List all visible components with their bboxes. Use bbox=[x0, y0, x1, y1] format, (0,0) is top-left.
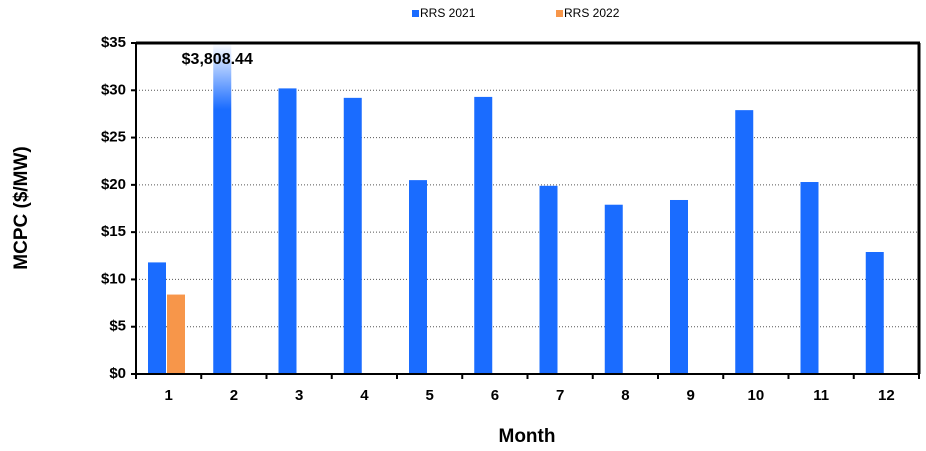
bar bbox=[148, 262, 166, 374]
x-tick-label: 8 bbox=[621, 387, 629, 404]
x-tick-label: 11 bbox=[813, 387, 829, 404]
y-tick-label: $30 bbox=[101, 81, 126, 98]
x-tick-label: 10 bbox=[748, 387, 765, 404]
bar bbox=[278, 88, 297, 374]
foreground: $0$5$10$15$20$25$30$351 2$3,808.443 4 5 6 7 8 9… bbox=[101, 6, 921, 404]
legend-swatch bbox=[556, 10, 563, 17]
y-tick-label: $35 bbox=[101, 34, 126, 51]
value-label: $3,808.44 bbox=[182, 51, 253, 68]
bar bbox=[213, 43, 232, 374]
bar bbox=[539, 185, 558, 374]
bar bbox=[474, 96, 493, 374]
legend-swatch bbox=[412, 10, 419, 17]
legend-label: RRS 2021 bbox=[420, 6, 476, 20]
y-tick-label: $20 bbox=[101, 176, 126, 193]
bar bbox=[800, 182, 819, 374]
bar bbox=[604, 204, 623, 374]
y-tick-label: $15 bbox=[101, 223, 126, 240]
x-tick-label: 1 bbox=[164, 387, 172, 404]
legend-label: RRS 2022 bbox=[564, 6, 620, 20]
bar bbox=[167, 294, 185, 374]
y-tick-label: $10 bbox=[101, 270, 126, 287]
x-tick-label: 2 bbox=[230, 387, 238, 404]
bar bbox=[735, 110, 754, 374]
x-tick-label: 7 bbox=[556, 387, 564, 404]
x-tick-label: 3 bbox=[295, 387, 303, 404]
x-tick-label: 5 bbox=[425, 387, 433, 404]
bar bbox=[343, 97, 362, 374]
bars bbox=[148, 43, 884, 374]
y-tick-label: $25 bbox=[101, 129, 126, 146]
x-axis-title: Month bbox=[499, 426, 556, 447]
bar bbox=[865, 252, 884, 374]
x-tick-label: 12 bbox=[878, 387, 895, 404]
x-tick-label: 6 bbox=[491, 387, 499, 404]
y-axis-title: MCPC ($/MW) bbox=[11, 146, 32, 269]
bar bbox=[409, 180, 427, 374]
x-tick-label: 9 bbox=[686, 387, 694, 404]
y-tick-label: $0 bbox=[109, 365, 126, 382]
x-tick-label: 4 bbox=[360, 387, 369, 404]
y-tick-label: $5 bbox=[109, 318, 126, 335]
bar bbox=[670, 199, 688, 374]
